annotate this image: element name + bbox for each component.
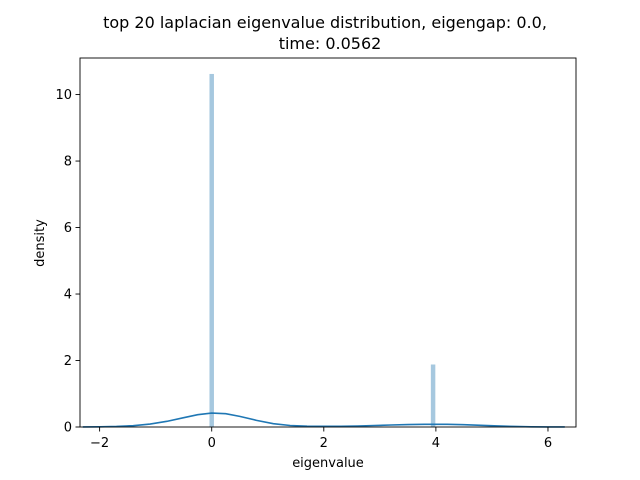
y-tick-label: 10: [55, 88, 72, 103]
y-tick-label: 8: [64, 155, 72, 170]
histogram-bar-0: [209, 73, 214, 427]
histogram-bars: [209, 73, 436, 427]
plot-area: [79, 57, 577, 428]
y-tick-label: 0: [64, 421, 72, 436]
y-axis: 0 2 4 6 8 10: [55, 88, 80, 436]
x-tick-label: −2: [90, 436, 109, 451]
kde-curve: [82, 412, 565, 428]
x-axis: −2 0 2 4 6: [90, 427, 552, 451]
histogram-bar-1: [430, 364, 436, 427]
chart-title-line1: top 20 laplacian eigenvalue distribution…: [103, 13, 547, 32]
x-tick-label: 4: [432, 436, 440, 451]
y-axis-label: density: [33, 219, 48, 267]
x-axis-label: eigenvalue: [292, 456, 364, 471]
x-tick-label: 6: [544, 436, 552, 451]
x-tick-label: 0: [208, 436, 216, 451]
y-tick-label: 6: [64, 221, 72, 236]
x-tick-label: 2: [320, 436, 328, 451]
plot-frame: [79, 57, 577, 428]
y-tick-label: 2: [64, 354, 72, 369]
y-tick-label: 4: [64, 288, 72, 303]
chart-title-line2: time: 0.0562: [279, 34, 382, 53]
